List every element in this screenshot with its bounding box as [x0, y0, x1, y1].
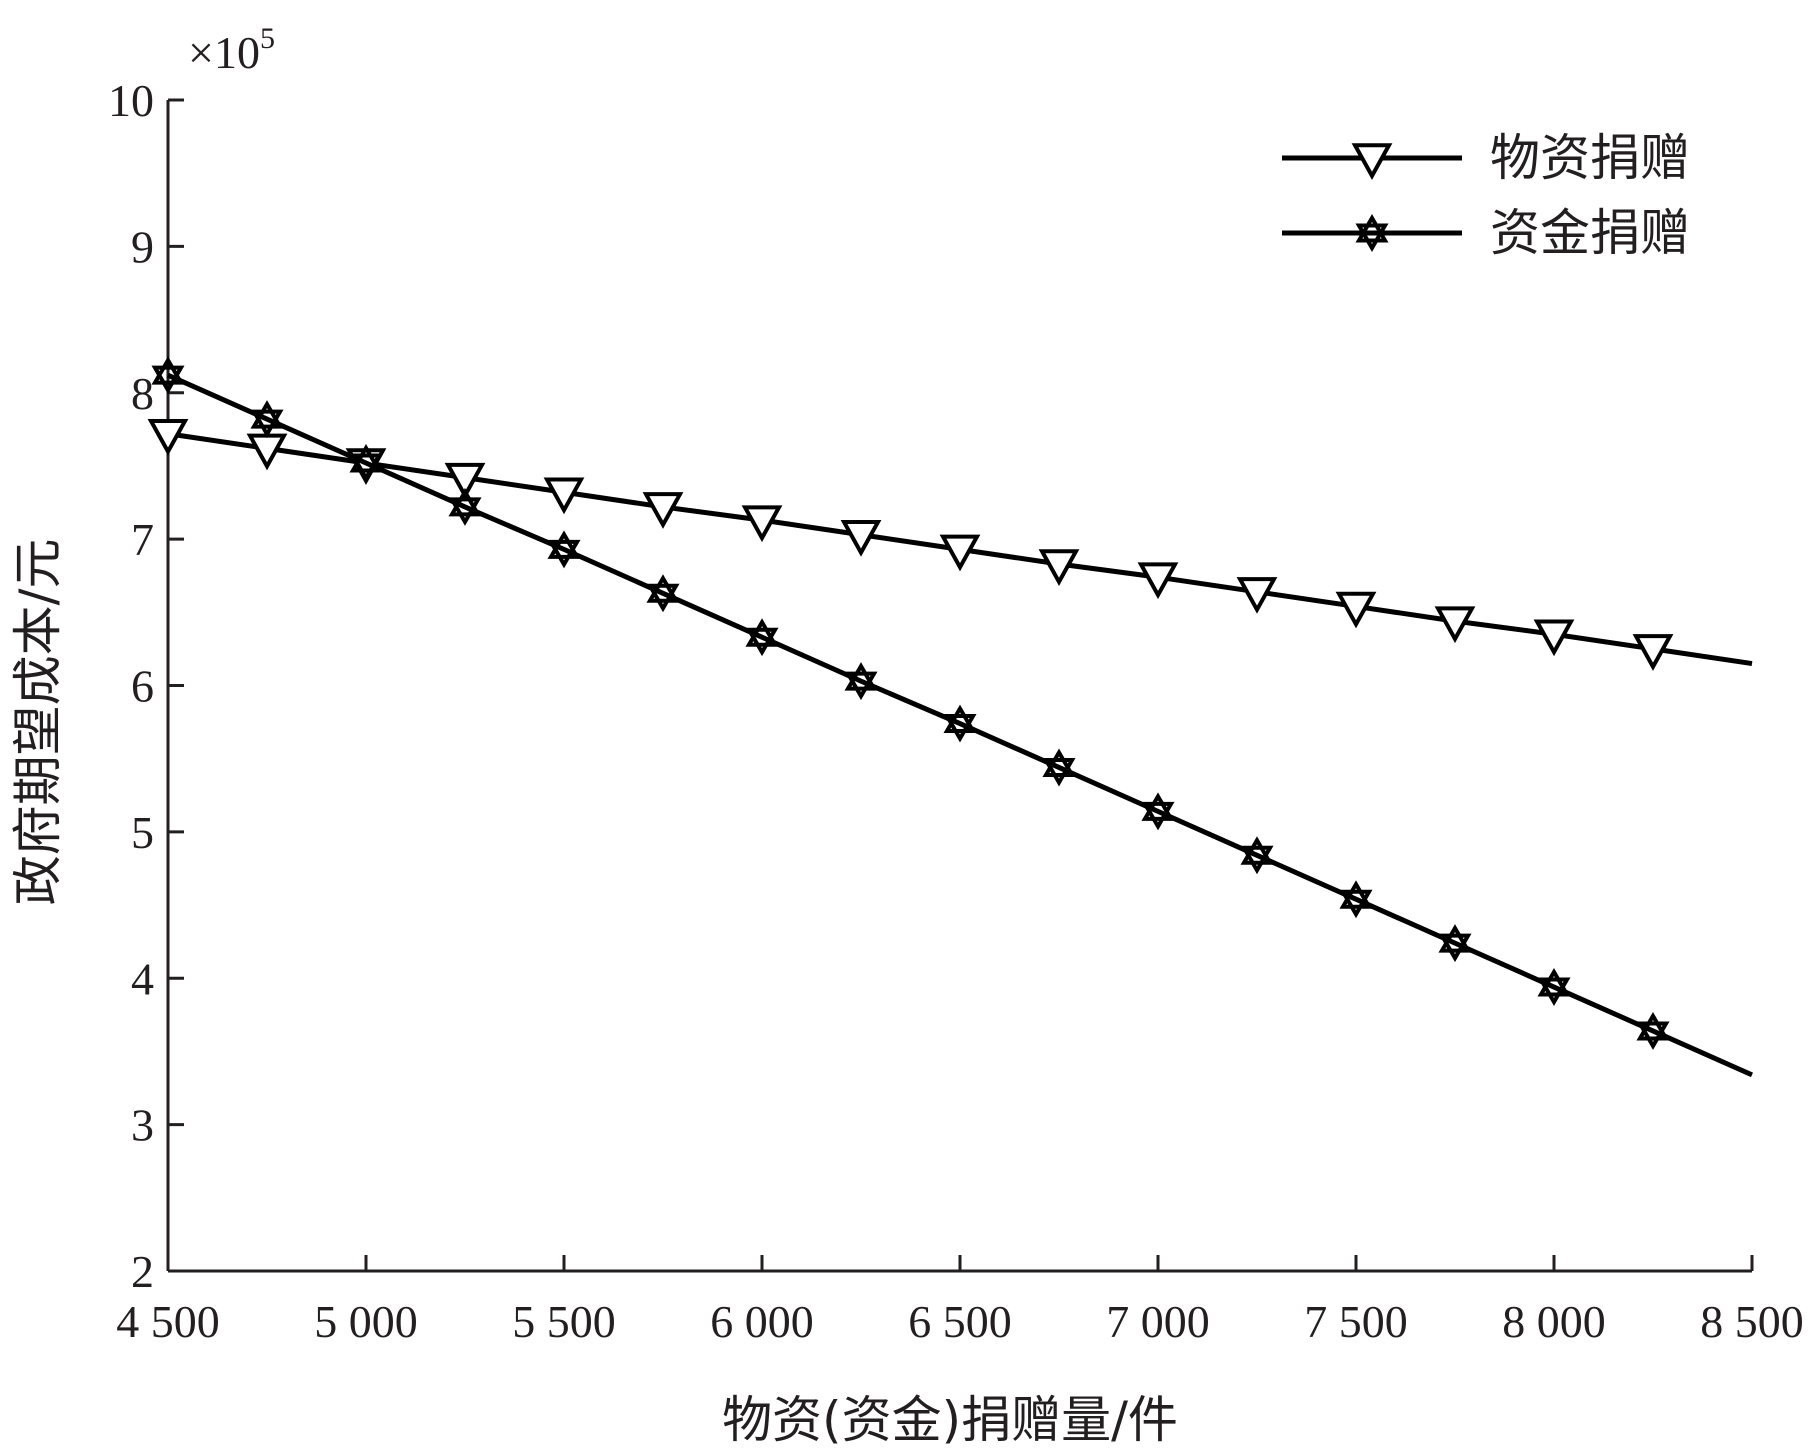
series-2: [151, 356, 1754, 1078]
data-point: [840, 519, 882, 557]
data-point: [448, 487, 482, 526]
data-point: [745, 618, 779, 657]
y-tick-label: 5: [131, 807, 154, 858]
data-point: [1042, 748, 1076, 787]
y-tick-label: 9: [131, 221, 154, 272]
x-tick-label: 7 500: [1304, 1296, 1408, 1347]
data-point: [444, 462, 486, 500]
data-point: [646, 574, 680, 613]
y-tick-label: 8: [131, 368, 154, 419]
data-point: [1141, 792, 1175, 831]
series-1: [147, 418, 1753, 671]
legend-label: 资金捐赠: [1490, 204, 1690, 262]
data-point: [1339, 880, 1373, 919]
series-line: [166, 372, 1754, 1078]
legend-label: 物资捐赠: [1490, 129, 1690, 187]
legend-marker: [1355, 214, 1389, 252]
legend-marker: [1351, 143, 1393, 180]
data-point: [741, 505, 783, 543]
data-point: [1137, 562, 1179, 600]
y-tick-label: 7: [131, 514, 154, 565]
data-point: [1636, 1011, 1670, 1050]
x-tick-label: 7 000: [1106, 1296, 1210, 1347]
data-point: [1533, 619, 1575, 657]
x-tick-label: 8 500: [1700, 1296, 1804, 1347]
data-point: [151, 356, 185, 395]
legend-item: 资金捐赠: [1282, 204, 1690, 262]
y-tick-label: 2: [131, 1246, 154, 1297]
data-point: [1632, 634, 1674, 671]
x-tick-label: 6 500: [908, 1296, 1012, 1347]
data-point: [1236, 577, 1278, 614]
axes: 2 3 4 5 6 7 8 9 10 4 500 5 000 5 500 6 000 6 500 7 000…: [108, 75, 1804, 1347]
y-tick-label: 10: [108, 75, 154, 126]
data-point: [543, 477, 585, 515]
y-axis-multiplier-exponent: 5: [260, 22, 275, 55]
data-point: [1537, 968, 1571, 1007]
data-point: [1434, 606, 1476, 644]
legend-item: 物资捐赠: [1282, 129, 1690, 187]
y-tick-label: 4: [131, 953, 154, 1004]
data-point: [1240, 836, 1274, 875]
x-tick-label: 8 000: [1502, 1296, 1606, 1347]
x-tick-label: 5 500: [512, 1296, 616, 1347]
data-point: [250, 400, 284, 439]
y-tick-label: 6: [131, 661, 154, 712]
data-point: [844, 662, 878, 701]
data-point: [547, 530, 581, 569]
data-point: [147, 418, 189, 456]
x-tick-label: 6 000: [710, 1296, 814, 1347]
data-point: [1438, 924, 1472, 963]
x-tick-label: 5 000: [314, 1296, 418, 1347]
data-point: [349, 444, 383, 482]
x-tick-label: 4 500: [116, 1296, 220, 1347]
data-point: [939, 534, 981, 572]
data-point: [1038, 549, 1080, 586]
x-axis-title: 物资(资金)捐赠量/件: [722, 1391, 1178, 1449]
y-tick-label: 3: [131, 1100, 154, 1151]
data-point: [1335, 591, 1377, 629]
data-point: [642, 492, 684, 529]
y-axis-title: 政府期望成本/元: [9, 539, 67, 906]
series-layer: [147, 356, 1754, 1078]
y-axis-multiplier: ×105: [188, 22, 275, 78]
data-point: [943, 704, 977, 743]
